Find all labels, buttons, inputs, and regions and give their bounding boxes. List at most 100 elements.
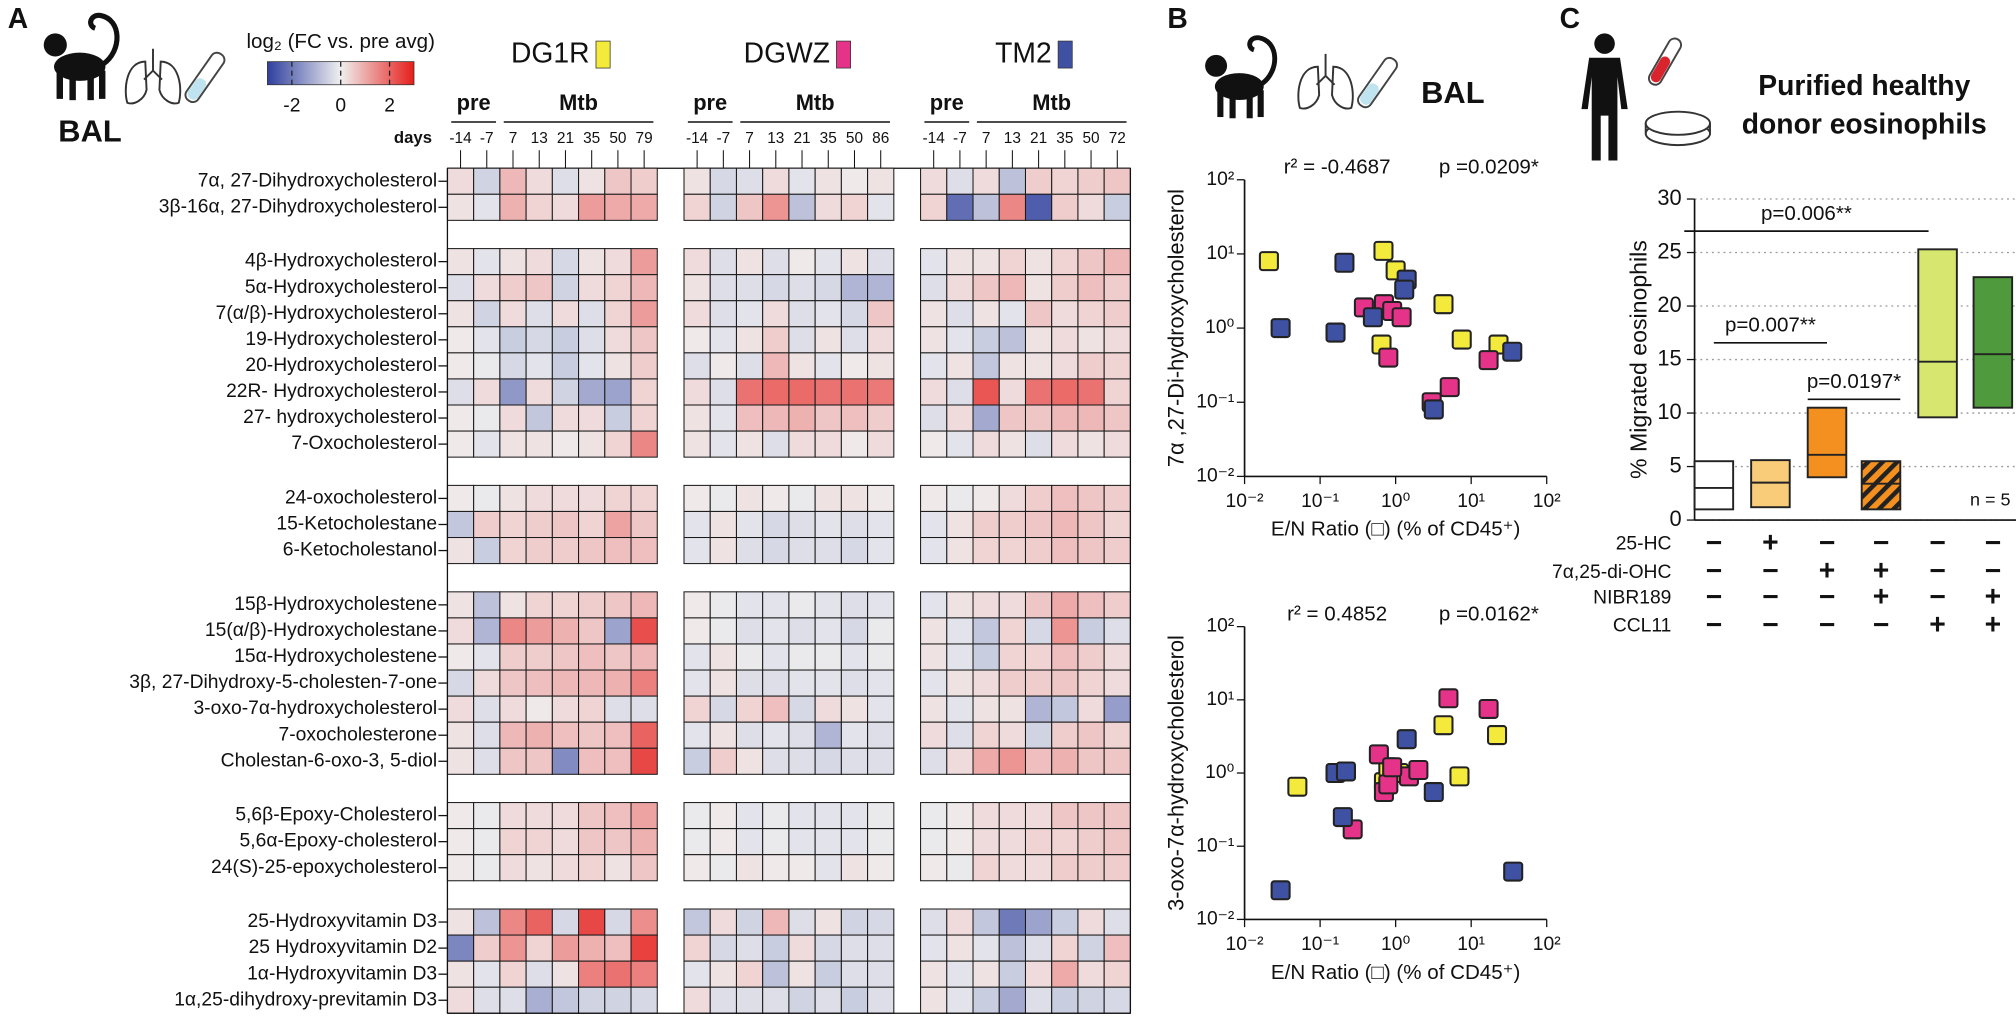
heatmap-cell — [473, 986, 501, 1014]
scatter-point — [1438, 688, 1459, 709]
heatmap-cell — [1024, 802, 1053, 830]
heatmap-cell — [1077, 960, 1105, 988]
heatmap-cell — [578, 274, 606, 302]
heatmap-cell — [788, 802, 816, 830]
heatmap-cell — [630, 300, 658, 328]
group-swatch — [595, 40, 611, 69]
x-tick-label: 10⁻¹ — [1301, 491, 1339, 512]
phase-label: Mtb — [1032, 90, 1071, 115]
heatmap-cell — [972, 510, 1000, 539]
heatmap-cell — [683, 326, 711, 354]
heatmap-cell — [788, 721, 816, 749]
y-tick-label: 10⁻¹ — [1196, 835, 1234, 856]
heatmap-cell — [814, 854, 842, 882]
heatmap-cell — [867, 828, 895, 856]
heatmap-cell — [630, 960, 658, 988]
heatmap-cell — [473, 167, 501, 195]
heatmap-cell — [525, 695, 553, 723]
row-label: 20-Hydroxycholesterol — [245, 355, 437, 376]
heatmap-cell — [578, 643, 606, 671]
y-tick-label: 25 — [1657, 238, 1681, 263]
heatmap-cell — [578, 193, 606, 221]
heatmap-cell — [840, 695, 869, 723]
x-tick-label: 10⁰ — [1381, 934, 1410, 955]
row-label: 25-Hydroxyvitamin D3 — [248, 911, 438, 932]
day-tick-label: -14 — [449, 130, 472, 147]
heatmap-cell — [604, 934, 632, 962]
heatmap-cell — [525, 854, 553, 882]
row-label: 15-Ketocholestane — [276, 514, 437, 535]
heatmap-cell — [998, 828, 1027, 856]
heatmap-cell — [1024, 591, 1053, 619]
heatmap-cell — [762, 591, 790, 619]
heatmap-cell — [814, 300, 842, 328]
heatmap-cell — [920, 300, 948, 328]
heatmap-cell — [473, 747, 501, 775]
heatmap-cell — [972, 695, 1000, 723]
heatmap-cell — [604, 326, 632, 354]
heatmap-cell — [788, 300, 816, 328]
heatmap-cell — [1077, 484, 1105, 512]
heatmap-cell — [499, 828, 527, 856]
heatmap-cell — [709, 510, 737, 539]
heatmap-cell — [788, 617, 816, 645]
heatmap-cell — [525, 747, 553, 775]
panel-label: C — [1560, 2, 1580, 34]
heatmap-cell — [604, 430, 632, 458]
heatmap-cell — [578, 352, 606, 380]
heatmap-cell — [840, 747, 869, 775]
heatmap-cell — [604, 828, 632, 856]
heatmap-cell — [998, 908, 1027, 936]
heatmap-cell — [446, 828, 475, 856]
heatmap-cell — [1077, 695, 1105, 723]
heatmap-cell — [788, 643, 816, 671]
heatmap-cell — [972, 721, 1000, 749]
heatmap-cell — [525, 643, 553, 671]
heatmap-cell — [630, 274, 658, 302]
heatmap-cell — [867, 643, 895, 671]
heatmap-cell — [683, 747, 711, 775]
heatmap-cell — [525, 669, 553, 697]
heatmap-cell — [499, 802, 527, 830]
heatmap-cell — [446, 167, 475, 195]
heatmap-cell — [1051, 510, 1079, 539]
box — [1917, 248, 1958, 419]
heatmap-cell — [473, 300, 501, 328]
y-tick-label: 20 — [1657, 292, 1681, 317]
day-tick-label: 50 — [1082, 130, 1099, 147]
scatter-point — [1382, 757, 1403, 778]
heatmap-cell — [1077, 908, 1105, 936]
day-tick-label: 7 — [509, 130, 518, 147]
heatmap-cell — [972, 326, 1000, 354]
heatmap-cell — [1103, 352, 1131, 380]
heatmap-cell — [630, 430, 658, 458]
heatmap-cell — [499, 167, 527, 195]
heatmap-cell — [814, 695, 842, 723]
y-tick-label: 10 — [1657, 399, 1681, 424]
heatmap-cell — [709, 378, 737, 406]
heatmap-cell — [920, 617, 948, 645]
heatmap-cell — [920, 854, 948, 882]
heatmap-cell — [683, 430, 711, 458]
heatmap-cell — [946, 430, 974, 458]
heatmap-cell — [473, 404, 501, 432]
condition-sign: + — [1985, 608, 2002, 640]
day-tick-label: 13 — [767, 130, 784, 147]
heatmap-cell — [683, 404, 711, 432]
heatmap-cell — [867, 274, 895, 302]
heatmap-cell — [1051, 591, 1079, 619]
heatmap-cell — [920, 537, 948, 565]
heatmap-cell — [551, 484, 580, 512]
heatmap-cell — [814, 167, 842, 195]
heatmap-cell — [473, 802, 501, 830]
heatmap-cell — [762, 960, 790, 988]
heatmap-cell — [551, 695, 580, 723]
heatmap-cell — [473, 248, 501, 276]
y-tick-label: 10¹ — [1206, 689, 1234, 710]
heatmap-cell — [525, 721, 553, 749]
heatmap-cell — [867, 669, 895, 697]
heatmap-cell — [840, 537, 869, 565]
heatmap-cell — [1051, 747, 1079, 775]
heatmap-cell — [630, 404, 658, 432]
heatmap-cell — [1051, 986, 1079, 1014]
